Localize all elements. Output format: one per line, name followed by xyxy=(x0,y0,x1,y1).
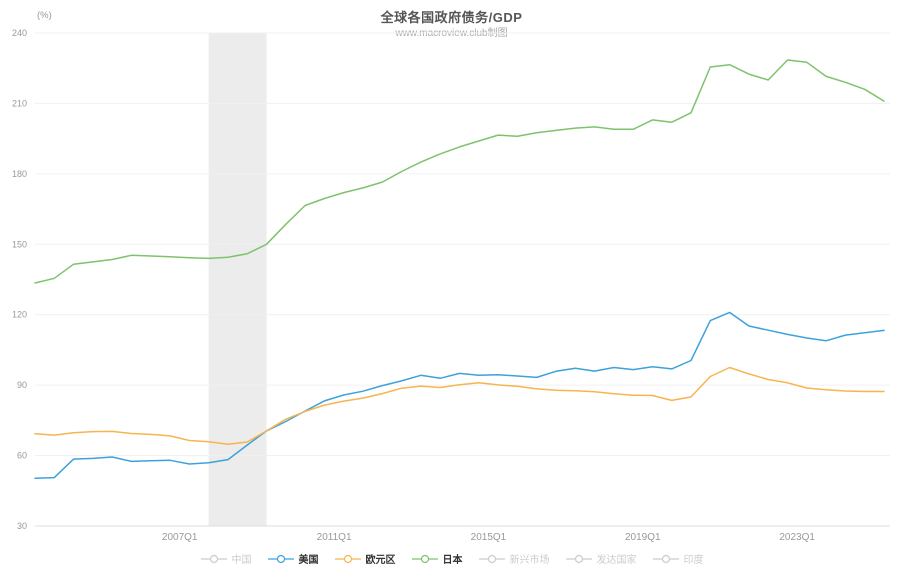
legend-circle-icon xyxy=(420,554,429,563)
y-tick-label: 150 xyxy=(12,239,27,249)
legend-marker-icon xyxy=(411,554,438,563)
legend-marker-icon xyxy=(267,554,294,563)
legend-circle-icon xyxy=(661,554,670,563)
legend-item-label: 发达国家 xyxy=(596,555,637,566)
legend-item-usa[interactable]: 美国 xyxy=(267,551,319,566)
legend-item-india[interactable]: 印度 xyxy=(652,551,704,566)
series-line-japan xyxy=(34,59,885,284)
legend-circle-icon xyxy=(276,554,285,563)
legend-marker-icon xyxy=(200,554,227,563)
series-line-usa xyxy=(34,311,885,480)
y-tick-label: 30 xyxy=(17,521,27,531)
legend-marker-icon xyxy=(478,554,505,563)
legend-item-developed-countries[interactable]: 发达国家 xyxy=(565,551,637,566)
legend-item-label: 日本 xyxy=(442,555,463,566)
legend-circle-icon xyxy=(574,554,583,563)
legend-item-label: 新兴市场 xyxy=(509,555,550,566)
legend-marker-icon xyxy=(565,554,592,563)
y-tick-label: 90 xyxy=(17,380,27,390)
y-tick-label: 120 xyxy=(12,310,27,320)
legend-item-label: 美国 xyxy=(298,555,319,566)
legend-marker-icon xyxy=(652,554,679,563)
legend-circle-icon xyxy=(487,554,496,563)
y-tick-label: 180 xyxy=(12,169,27,179)
chart-legend: 中国 美国 欧元区 日本 新兴市场 发达国家 印度 xyxy=(0,551,903,566)
legend-marker-icon xyxy=(334,554,361,563)
y-axis-unit-label: (%) xyxy=(37,10,52,21)
legend-item-china[interactable]: 中国 xyxy=(200,551,252,566)
legend-circle-icon xyxy=(209,554,218,563)
x-tick-label: 2015Q1 xyxy=(471,532,507,543)
legend-item-label: 欧元区 xyxy=(365,555,396,566)
y-tick-label: 240 xyxy=(12,28,27,38)
legend-item-label: 印度 xyxy=(683,555,704,566)
y-tick-label: 210 xyxy=(12,98,27,108)
chart-title: 全球各国政府债务/GDP xyxy=(380,10,523,25)
x-tick-label: 2023Q1 xyxy=(779,532,815,543)
y-tick-label: 60 xyxy=(17,451,27,461)
x-tick-label: 2019Q1 xyxy=(625,532,661,543)
legend-circle-icon xyxy=(343,554,352,563)
x-tick-label: 2007Q1 xyxy=(162,532,198,543)
legend-item-eurozone[interactable]: 欧元区 xyxy=(334,551,396,566)
legend-item-emerging-markets[interactable]: 新兴市场 xyxy=(478,551,550,566)
legend-item-label: 中国 xyxy=(231,555,252,566)
series-line-eurozone xyxy=(34,366,885,446)
x-tick-label: 2011Q1 xyxy=(317,532,352,543)
legend-item-japan[interactable]: 日本 xyxy=(411,551,463,566)
